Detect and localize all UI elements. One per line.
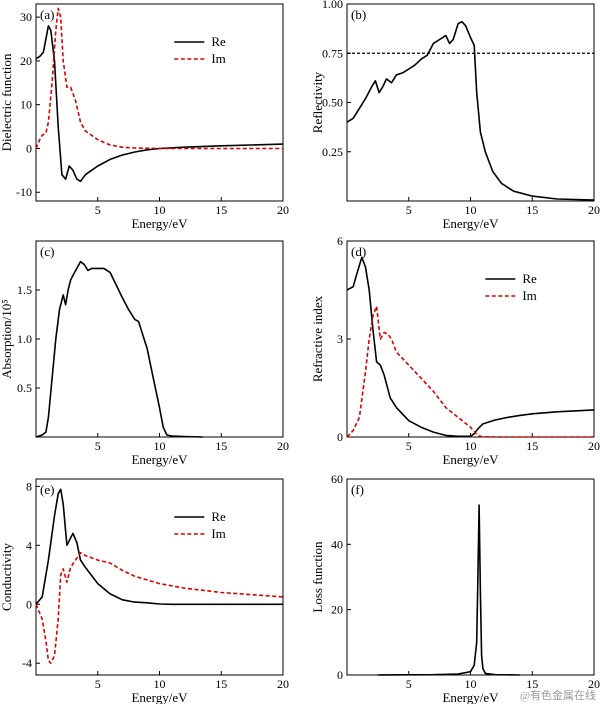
x-tick-label: 15 <box>215 203 227 217</box>
x-tick-label: 20 <box>588 677 600 691</box>
y-tick-label: 0 <box>26 597 32 611</box>
series-line-im <box>35 551 284 665</box>
x-tick-label: 20 <box>588 439 600 453</box>
x-tick-label: 20 <box>588 203 600 217</box>
y-axis-label: Conductivity <box>0 543 14 611</box>
series-line-re <box>346 256 595 438</box>
series-line-im <box>346 305 594 438</box>
y-tick-label: 0.25 <box>322 145 343 159</box>
x-tick-label: 5 <box>95 677 101 691</box>
x-tick-label: 10 <box>465 439 477 453</box>
y-tick-label: 0 <box>26 141 32 155</box>
series-line-im <box>35 7 283 150</box>
x-axis-label: Energy/eV <box>131 690 188 704</box>
plot-frame <box>346 240 595 438</box>
x-tick-label: 15 <box>526 439 538 453</box>
legend-label-re: Re <box>522 271 537 286</box>
legend-label-im: Im <box>522 288 536 303</box>
x-tick-label: 10 <box>154 677 166 691</box>
series-line-c <box>35 260 203 438</box>
x-axis-label: Energy/eV <box>131 216 188 231</box>
y-axis-label: Dielectric function <box>0 53 14 151</box>
panel-e: 5 10 15 20 -4 0 4 8 Re Im (e) Energy/eV Conductivity <box>0 478 289 704</box>
y-tick-label: 8 <box>26 479 32 493</box>
y-tick-label: 1.5 <box>17 283 32 297</box>
x-tick-label: 5 <box>95 203 101 217</box>
x-axis-label: Energy/eV <box>442 452 499 467</box>
x-tick-label: 20 <box>277 439 289 453</box>
y-axis-label: Refractive index <box>310 295 325 382</box>
series-line-re <box>35 25 284 183</box>
y-tick-label: 0.75 <box>322 46 343 60</box>
x-tick-label: 10 <box>154 203 166 217</box>
x-tick-label: 15 <box>526 677 538 691</box>
y-tick-label: 10 <box>20 98 32 112</box>
y-axis-label: Absorption/10⁵ <box>0 299 14 379</box>
legend-label-re: Re <box>211 509 226 524</box>
panel-f: 5 10 15 20 0 20 40 60 (f) Energy/eV Loss function <box>310 472 600 704</box>
x-axis-label: Energy/eV <box>442 216 499 231</box>
y-axis-label: Reflectivity <box>310 71 325 133</box>
x-tick-label: 10 <box>465 677 477 691</box>
x-tick-label: 20 <box>277 677 289 691</box>
y-tick-label: 0 <box>337 430 343 444</box>
panel-d: 5 10 15 20 0 3 6 Re Im (d) Energy/eV Refractive ind… <box>310 234 600 467</box>
x-tick-label: 15 <box>526 203 538 217</box>
series-line-f <box>377 504 520 676</box>
x-tick-label: 5 <box>95 439 101 453</box>
x-tick-label: 5 <box>406 677 412 691</box>
plot-frame <box>346 3 595 202</box>
plot-frame <box>346 478 595 676</box>
x-axis-label: Energy/eV <box>442 690 499 704</box>
y-tick-label: 0 <box>337 668 343 682</box>
panel-label: (c) <box>40 244 54 259</box>
x-axis-label: Energy/eV <box>131 452 188 467</box>
y-tick-label: -10 <box>16 185 32 199</box>
x-tick-label: 20 <box>277 203 289 217</box>
y-tick-label: 1.00 <box>322 0 343 11</box>
legend-label-im: Im <box>211 51 225 66</box>
x-tick-label: 5 <box>406 439 412 453</box>
y-tick-label: 20 <box>20 54 32 68</box>
panel-label: (b) <box>351 7 366 22</box>
y-tick-label: 0.50 <box>322 96 343 110</box>
x-tick-label: 5 <box>406 203 412 217</box>
y-tick-label: 6 <box>337 234 343 248</box>
panel-label: (f) <box>351 482 364 497</box>
panel-c: 5 10 15 20 0.5 1.0 1.5 (c) Energy/eV Absorption/1… <box>0 240 289 467</box>
panel-label: (d) <box>351 244 366 259</box>
series-line-b <box>346 20 595 201</box>
y-tick-label: -4 <box>22 656 32 670</box>
x-tick-label: 15 <box>215 439 227 453</box>
y-axis-label: Loss function <box>310 541 325 613</box>
panel-b: 5 10 15 20 0.25 0.50 0.75 1.00 (b) Energy/eV Refle… <box>310 0 600 231</box>
y-tick-label: 60 <box>331 472 343 486</box>
plot-frame <box>35 478 284 676</box>
panel-a: 5 10 15 20 -10 0 10 20 30 Re Im (a) Energy/eV Dielect… <box>0 3 289 231</box>
y-tick-label: 3 <box>337 332 343 346</box>
x-tick-label: 15 <box>215 677 227 691</box>
legend-label-re: Re <box>211 34 226 49</box>
legend-label-im: Im <box>211 526 225 541</box>
y-tick-label: 1.0 <box>17 332 32 346</box>
y-tick-label: 40 <box>331 537 343 551</box>
panel-label: (e) <box>40 482 54 497</box>
y-tick-label: 4 <box>26 538 32 552</box>
x-tick-label: 10 <box>154 439 166 453</box>
y-tick-label: 20 <box>331 603 343 617</box>
x-tick-label: 10 <box>465 203 477 217</box>
y-tick-label: 30 <box>20 10 32 24</box>
panel-label: (a) <box>40 7 54 22</box>
y-tick-label: 0.5 <box>17 381 32 395</box>
watermark: @有色金属在线 <box>520 688 596 702</box>
series-line-re <box>35 488 283 606</box>
